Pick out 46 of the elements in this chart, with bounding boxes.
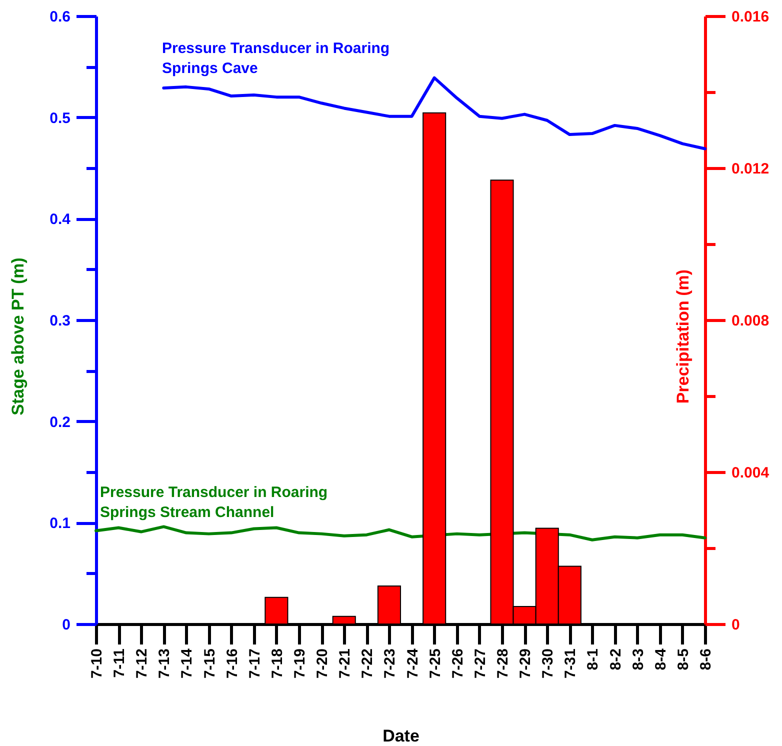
y2-tick-label: 0: [732, 616, 740, 634]
x-tick-label: 8-6: [698, 648, 714, 670]
x-tick-label: 7-20: [314, 648, 332, 679]
x-tick-label: 7-22: [359, 648, 376, 679]
y2-axis-title: Precipitation (m): [674, 269, 692, 404]
x-tick-label: 7-21: [336, 648, 354, 679]
x-tick-label: 8-2: [607, 648, 624, 670]
x-tick-label: 7-27: [472, 648, 489, 679]
x-tick-label: 8-3: [630, 648, 647, 670]
x-tick-label: 7-24: [404, 648, 422, 679]
x-tick-label: 8-5: [674, 648, 692, 670]
line-series: [162, 76, 706, 150]
series-label: Pressure Transducer in Roaring Springs Stream Channel: [100, 484, 328, 521]
y2-tick-label: 0.016: [732, 8, 770, 26]
x-tick-label: 7-30: [540, 648, 557, 679]
y-axis-title: Stage above PT (m): [8, 258, 28, 416]
x-tick-label: 7-25: [426, 648, 444, 679]
y-tick-label: 0.5: [50, 110, 70, 127]
y-tick-label: 0.6: [50, 8, 70, 26]
x-tick-label: 7-12: [134, 648, 151, 679]
x-tick-label: 8-4: [652, 648, 670, 670]
x-tick-label: 7-16: [224, 648, 241, 679]
x-tick-label: 7-13: [156, 648, 174, 679]
y-tick-label: 0.4: [50, 211, 72, 228]
x-tick-label: 7-17: [246, 648, 264, 679]
x-tick-label: 7-19: [292, 648, 308, 679]
x-tick-label: 7-18: [268, 648, 286, 679]
x-tick-label: 7-28: [494, 648, 512, 679]
y-tick-label: 0.1: [50, 515, 70, 532]
x-axis-title: Date: [382, 726, 420, 746]
series-label: Pressure Transducer in Roaring Springs Cave: [162, 40, 390, 77]
x-tick-label: 8-1: [584, 648, 602, 670]
x-tick-label: 7-29: [517, 648, 534, 679]
x-tick-label: 7-31: [562, 648, 580, 679]
x-tick-label: 7-23: [382, 648, 399, 679]
y-tick-label: 0.3: [50, 312, 70, 330]
y-tick-label: 0: [62, 616, 70, 634]
x-tick-label: 7-10: [88, 648, 106, 679]
y2-tick-label: 0.008: [732, 312, 770, 330]
x-tick-label: 7-26: [449, 648, 466, 679]
y2-tick-label: 0.004: [732, 464, 770, 482]
y-tick-label: 0.2: [50, 414, 70, 431]
x-tick-label: 7-14: [178, 648, 196, 679]
x-tick-label: 7-15: [201, 648, 218, 679]
x-tick-label: 7-11: [111, 648, 128, 678]
y2-tick-label: 0.012: [732, 160, 770, 178]
